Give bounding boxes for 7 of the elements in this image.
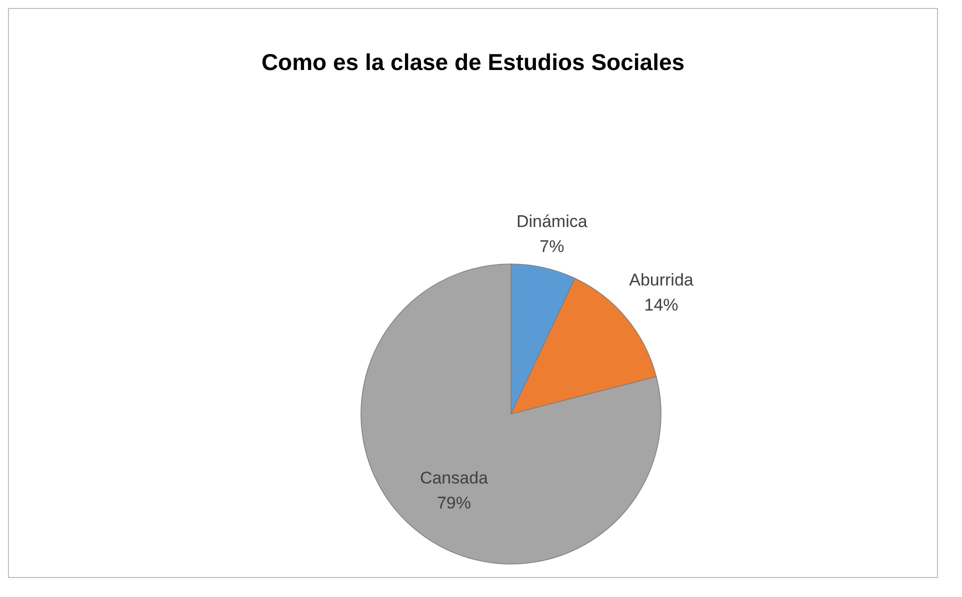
data-label: 7% xyxy=(540,237,564,256)
slice-label: Aburrida xyxy=(629,270,694,290)
data-label: 14% xyxy=(644,296,678,315)
slice-label: Dinámica xyxy=(516,212,588,232)
chart-title: Como es la clase de Estudios Sociales xyxy=(260,48,686,75)
data-label: 79% xyxy=(436,493,472,512)
slice-label: Cansada xyxy=(420,468,489,488)
